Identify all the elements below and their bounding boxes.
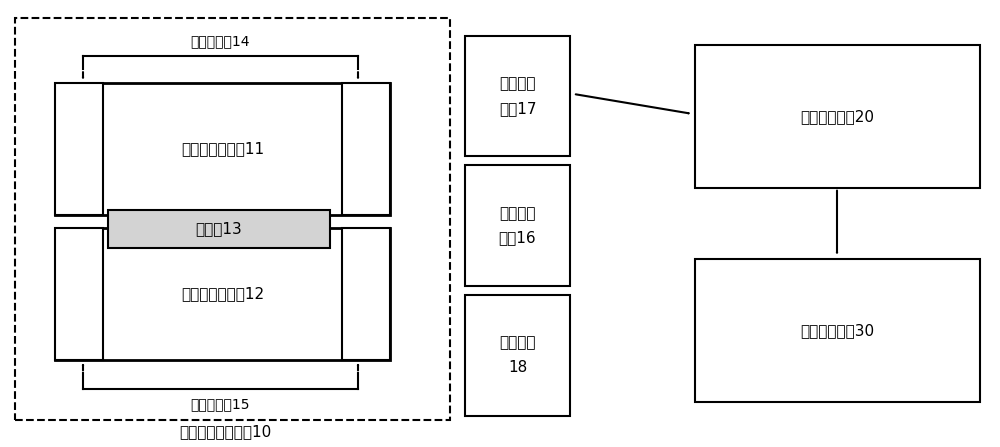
- Text: 数据处理装置30: 数据处理装置30: [800, 323, 875, 338]
- Bar: [695, 259, 980, 402]
- Bar: [465, 165, 570, 286]
- Text: 数据监测装置20: 数据监测装置20: [800, 109, 874, 124]
- Bar: [695, 45, 980, 188]
- Text: 界面带13: 界面带13: [196, 222, 242, 236]
- Text: 第一岩心夹持器11: 第一岩心夹持器11: [181, 141, 264, 156]
- Bar: [342, 228, 390, 360]
- Bar: [465, 36, 570, 156]
- Text: 轴压加载
装置17: 轴压加载 装置17: [499, 76, 536, 116]
- Text: 层间窜流模拟装置10: 层间窜流模拟装置10: [179, 424, 271, 439]
- Text: 第二围压腔15: 第二围压腔15: [191, 397, 250, 411]
- Bar: [15, 18, 450, 420]
- Text: 围压加载
装置16: 围压加载 装置16: [499, 206, 536, 245]
- Bar: [55, 228, 390, 360]
- Text: 第二岩心夹持器12: 第二岩心夹持器12: [181, 287, 264, 301]
- Bar: [465, 295, 570, 416]
- Bar: [342, 83, 390, 215]
- Bar: [55, 83, 390, 215]
- Bar: [108, 210, 330, 248]
- Text: 第一围压腔14: 第一围压腔14: [191, 34, 250, 48]
- Bar: [55, 228, 103, 360]
- Text: 注气装置
18: 注气装置 18: [499, 336, 536, 375]
- Bar: [55, 83, 103, 215]
